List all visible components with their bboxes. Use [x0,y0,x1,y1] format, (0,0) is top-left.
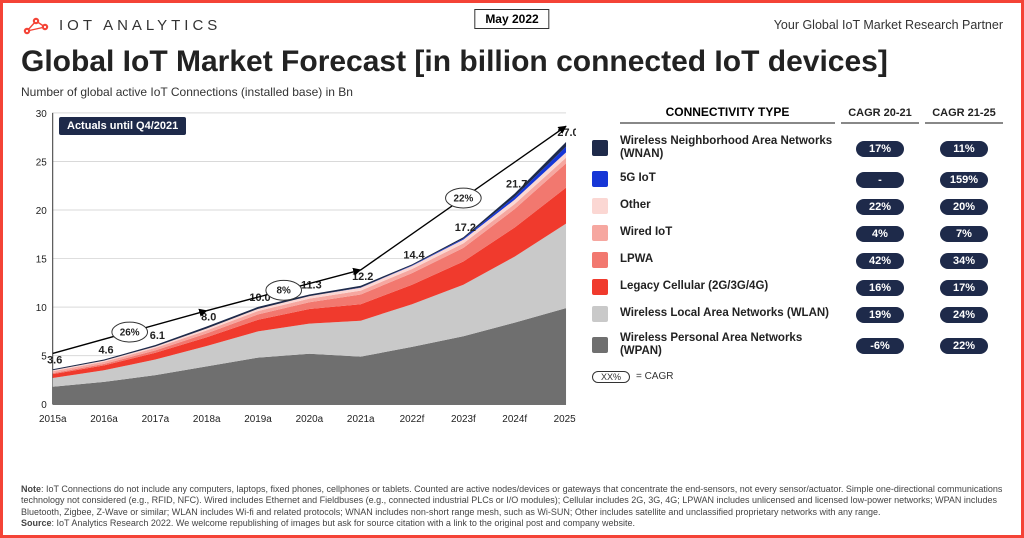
legend-swatch [592,140,608,156]
cagr-pill: 34% [940,253,988,269]
legend-swatch [592,225,608,241]
legend-row: Other 22% 20% [592,192,1003,219]
legend-label: Wireless Local Area Networks (WLAN) [620,307,835,320]
svg-text:2023f: 2023f [451,414,476,425]
legend-rows: Wireless Neighborhood Area Networks (WNA… [592,130,1003,363]
svg-text:15: 15 [36,255,48,266]
legend-label: 5G IoT [620,172,835,185]
brand-tagline: Your Global IoT Market Research Partner [774,18,1003,32]
cagr-legend-note: XX% = CAGR [592,371,1003,383]
page-title: Global IoT Market Forecast [in billion c… [21,45,1003,79]
svg-text:2018a: 2018a [193,414,221,425]
svg-text:25: 25 [36,157,48,168]
source-text: IoT Analytics Research 2022. We welcome … [57,518,635,528]
legend-swatch [592,337,608,353]
legend-swatch [592,198,608,214]
legend-swatch [592,306,608,322]
cagr-pill: 11% [940,141,988,157]
cagr-pill: 22% [856,199,904,215]
cagr-pill: 7% [940,226,988,242]
svg-text:8%: 8% [277,286,292,297]
report-frame: IOT ANALYTICS Your Global IoT Market Res… [0,0,1024,538]
svg-text:2021a: 2021a [347,414,375,425]
legend-row: Wireless Local Area Networks (WLAN) 19% 24… [592,300,1003,327]
source-label: Source [21,518,52,528]
cagr-pill: - [856,172,904,188]
logo-text: IOT ANALYTICS [59,17,221,34]
svg-text:17.2: 17.2 [455,222,476,234]
svg-text:27.0: 27.0 [557,127,576,139]
svg-text:6.1: 6.1 [150,330,165,342]
legend-row: LPWA 42% 34% [592,246,1003,273]
svg-text:2022f: 2022f [400,414,425,425]
cagr-pill: 159% [940,172,988,188]
iot-forecast-chart: 0510152025302015a2016a2017a2018a2019a202… [21,101,576,480]
page-subtitle: Number of global active IoT Connections … [21,85,1003,99]
legend-label: Wireless Personal Area Networks (WPAN) [620,332,835,358]
legend-header-type: CONNECTIVITY TYPE [620,105,835,124]
footnote: Note: IoT Connections do not include any… [21,484,1003,529]
cagr-pill: 19% [856,307,904,323]
cagr-note-text: = CAGR [636,371,674,382]
cagr-pill: 4% [856,226,904,242]
brand-logo: IOT ANALYTICS [21,13,221,37]
svg-text:21.7: 21.7 [506,179,527,191]
chart-pane: 0510152025302015a2016a2017a2018a2019a202… [21,101,576,480]
legend-label: Wireless Neighborhood Area Networks (WNA… [620,135,835,161]
note-label: Note [21,484,41,494]
legend-row: Wireless Neighborhood Area Networks (WNA… [592,130,1003,165]
svg-text:3.6: 3.6 [47,354,62,366]
cagr-pill: 16% [856,280,904,296]
svg-text:2020a: 2020a [296,414,324,425]
svg-text:22%: 22% [453,194,473,205]
legend-pane: CONNECTIVITY TYPE CAGR 20-21 CAGR 21-25 … [592,101,1003,480]
svg-text:14.4: 14.4 [403,249,424,261]
legend-label: LPWA [620,253,835,266]
svg-text:10: 10 [36,303,48,314]
legend-header-cagr1: CAGR 20-21 [841,107,919,124]
actuals-badge: Actuals until Q4/2021 [59,117,186,135]
legend-label: Wired IoT [620,226,835,239]
logo-mark-icon [21,13,51,37]
cagr-pill: 42% [856,253,904,269]
cagr-pill: -6% [856,338,904,354]
svg-text:20: 20 [36,206,48,217]
svg-text:30: 30 [36,109,48,120]
cagr-pill: 24% [940,307,988,323]
date-badge: May 2022 [474,9,549,29]
content-row: 0510152025302015a2016a2017a2018a2019a202… [21,101,1003,480]
legend-swatch [592,171,608,187]
svg-text:2024f: 2024f [502,414,527,425]
svg-text:0: 0 [41,400,47,411]
svg-text:4.6: 4.6 [98,345,113,357]
legend-row: Legacy Cellular (2G/3G/4G) 16% 17% [592,273,1003,300]
cagr-pill: 22% [940,338,988,354]
legend-row: 5G IoT - 159% [592,165,1003,192]
cagr-symbol: XX% [592,371,630,383]
cagr-pill: 17% [856,141,904,157]
svg-text:2025f: 2025f [554,414,576,425]
svg-text:8.0: 8.0 [201,312,216,324]
note-text: IoT Connections do not include any compu… [21,484,1002,517]
svg-text:2015a: 2015a [39,414,67,425]
legend-swatch [592,252,608,268]
svg-text:12.2: 12.2 [352,271,373,283]
svg-text:2019a: 2019a [244,414,272,425]
legend-header-cagr2: CAGR 21-25 [925,107,1003,124]
cagr-pill: 17% [940,280,988,296]
legend-row: Wireless Personal Area Networks (WPAN) -6… [592,327,1003,362]
legend-header: CONNECTIVITY TYPE CAGR 20-21 CAGR 21-25 [592,105,1003,124]
cagr-pill: 20% [940,199,988,215]
legend-label: Legacy Cellular (2G/3G/4G) [620,280,835,293]
svg-text:2016a: 2016a [90,414,118,425]
legend-swatch [592,279,608,295]
svg-text:26%: 26% [120,328,140,339]
svg-text:2017a: 2017a [142,414,170,425]
legend-row: Wired IoT 4% 7% [592,219,1003,246]
legend-label: Other [620,199,835,212]
